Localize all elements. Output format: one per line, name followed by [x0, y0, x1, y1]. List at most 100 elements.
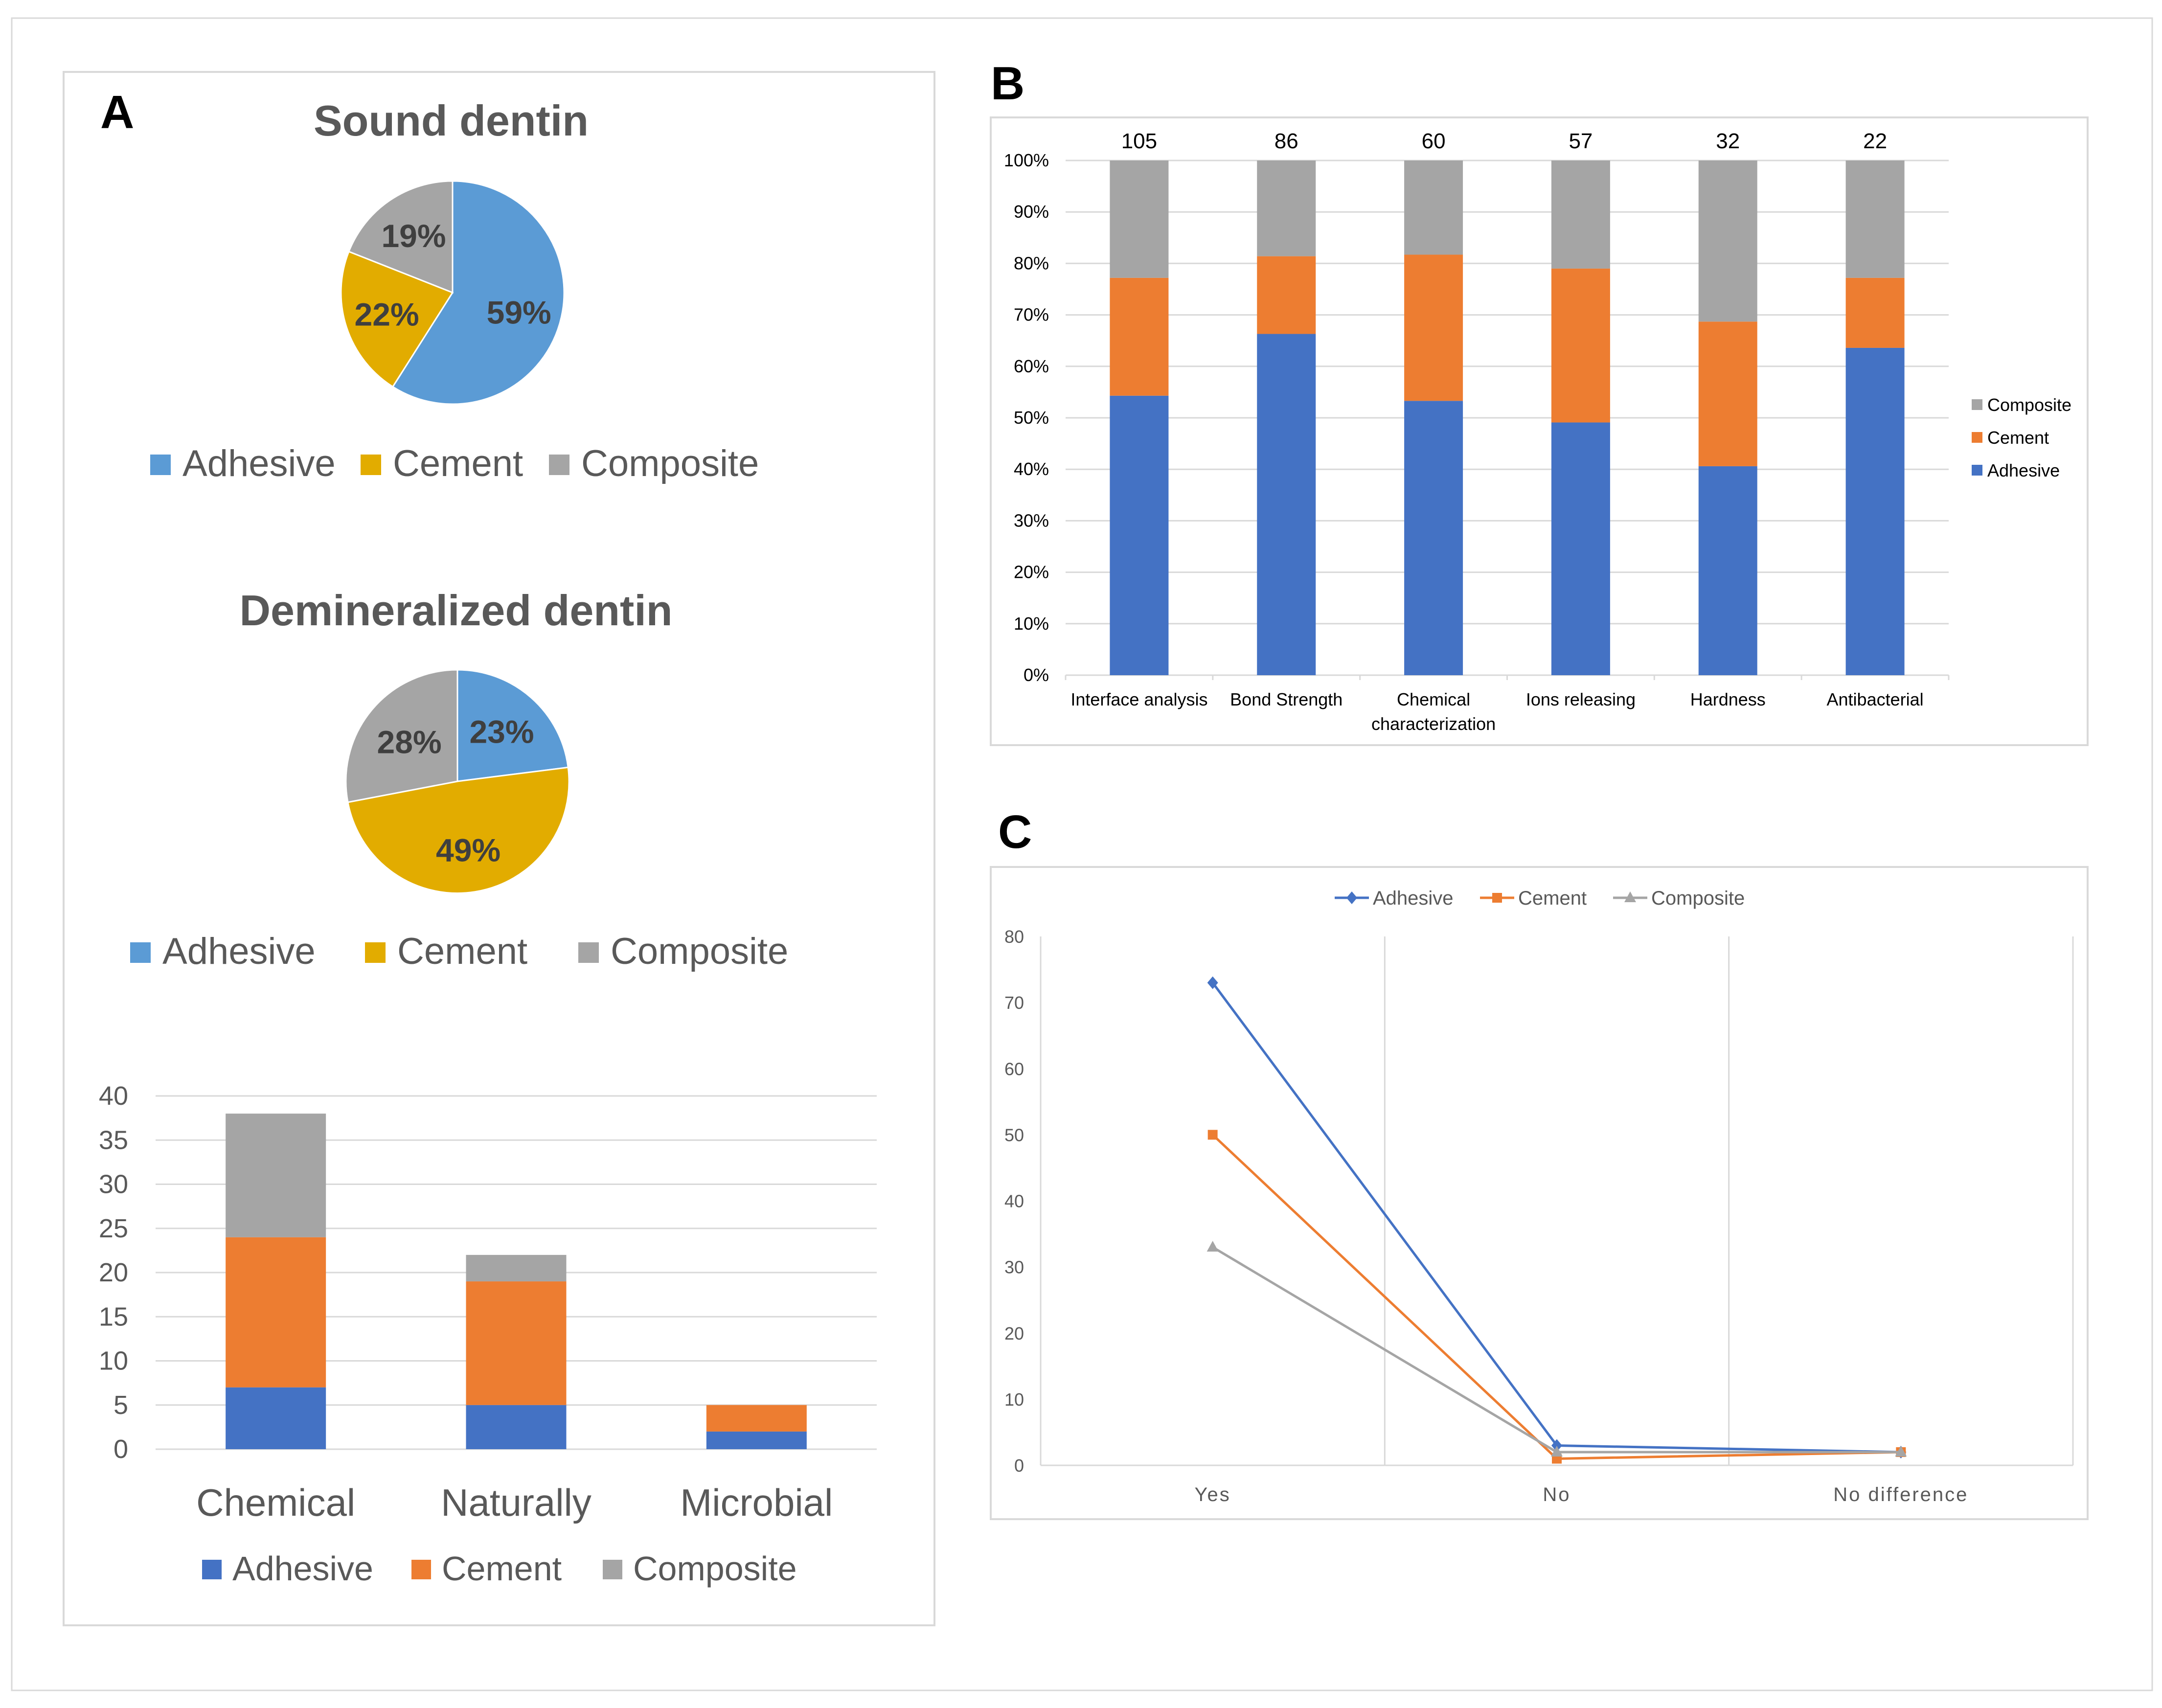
- pie-value-label-cement: 22%: [355, 296, 419, 333]
- legend-swatch-cement: [411, 1560, 431, 1579]
- legend-label-cement: Cement: [442, 1549, 562, 1588]
- legend-label-adhesive: Adhesive: [232, 1549, 373, 1588]
- legend-marker-cement: [1492, 893, 1502, 903]
- demineralized-dentin-chart: Demineralized dentin 23% 49% 28% Adhesive C…: [130, 586, 788, 972]
- sound-dentin-legend: Adhesive Cement Composite: [150, 443, 759, 484]
- legend-label-composite: Composite: [1987, 395, 2071, 415]
- y-tick-label: 60: [1004, 1059, 1024, 1079]
- total-label: 105: [1121, 129, 1157, 153]
- pie-slice-cement: [347, 766, 570, 894]
- bar-segment-cement-ions-releasing: [1551, 268, 1610, 423]
- pie-value-label-cement: 49%: [436, 832, 501, 868]
- panel-a: A Sound dentin 59% 22% 19% Adhesive Cement C…: [63, 71, 935, 1626]
- bar-segment-composite-ions-releasing: [1551, 160, 1610, 269]
- legend-label-composite: Composite: [581, 443, 759, 484]
- panel-b-frame: [990, 116, 2089, 746]
- demineralized-dentin-title: Demineralized dentin: [239, 586, 672, 635]
- y-tick-label: 20: [99, 1258, 128, 1287]
- legend-swatch-cement: [365, 942, 386, 963]
- pie-slice-adhesive: [391, 180, 565, 405]
- y-tick-label: 20: [1004, 1323, 1024, 1344]
- bar-segment-composite-naturally: [466, 1254, 567, 1282]
- legend-swatch-cement: [1972, 432, 1982, 443]
- bar-segment-composite-interface-analysis: [1110, 160, 1169, 278]
- y-tick-label: 25: [99, 1214, 128, 1243]
- point-composite-no-difference: [1895, 1445, 1907, 1457]
- outcome-lines-plot: 0 10 20 30 40 50 60 70 80 Yes No No difference: [1004, 927, 2074, 1505]
- analysis-types-plot: 0% 10% 20% 30% 40% 50% 60% 70% 80% 90% 100% 105 Inte…: [1004, 129, 1950, 734]
- legend-label-adhesive: Adhesive: [182, 443, 336, 484]
- y-tick-label: 80%: [1014, 253, 1049, 273]
- demineralization-methods-chart: 0 5 10 15 20 25 30 35 40 Chemical Naturally Microbi…: [99, 1081, 877, 1588]
- bar-segment-cement-naturally: [466, 1281, 567, 1405]
- y-tick-label: 40%: [1014, 459, 1049, 479]
- y-tick-label: 80: [1004, 927, 1024, 947]
- y-tick-label: 30: [99, 1170, 128, 1199]
- point-adhesive-yes: [1207, 976, 1218, 989]
- bar-segment-composite-chemical: [226, 1114, 326, 1237]
- legend-label-cement: Cement: [397, 931, 527, 972]
- point-composite-yes: [1206, 1241, 1219, 1252]
- legend-swatch-adhesive: [202, 1560, 222, 1579]
- panel-c-label: C: [998, 806, 1032, 858]
- x-category-label: Chemical: [196, 1481, 355, 1524]
- bar-segment-composite-hardness: [1698, 160, 1757, 322]
- bar-segment-adhesive-bond-strength: [1257, 334, 1316, 675]
- demineralization-methods-plot: 0 5 10 15 20 25 30 35 40 Chemical Naturally Microbi…: [99, 1081, 877, 1524]
- legend-label-adhesive: Adhesive: [1373, 888, 1454, 909]
- bar-segment-composite-antibacterial: [1845, 160, 1905, 278]
- legend-swatch-cement: [361, 455, 381, 475]
- x-category-label: Ions releasing: [1526, 689, 1636, 709]
- legend-label-composite: Composite: [611, 931, 788, 972]
- legend-label-cement: Cement: [393, 443, 523, 484]
- point-composite-no: [1551, 1445, 1563, 1457]
- sound-dentin-pie: 59% 22% 19%: [340, 180, 565, 405]
- y-tick-label: 70%: [1014, 305, 1049, 325]
- bar-segment-adhesive-antibacterial: [1845, 347, 1905, 675]
- analysis-types-legend: Composite Cement Adhesive: [1972, 395, 2071, 480]
- total-label: 22: [1863, 129, 1887, 153]
- bar-segment-cement-bond-strength: [1257, 256, 1316, 334]
- y-tick-label: 90%: [1014, 202, 1049, 222]
- y-tick-label: 15: [99, 1302, 128, 1331]
- bar-segment-cement-microbial: [706, 1405, 807, 1432]
- y-tick-label: 20%: [1014, 562, 1049, 582]
- legend-marker-adhesive: [1346, 891, 1357, 904]
- sound-dentin-title: Sound dentin: [314, 96, 589, 145]
- y-tick-label: 10%: [1014, 614, 1049, 634]
- x-category-label: No: [1543, 1484, 1570, 1505]
- legend-label-adhesive: Adhesive: [1987, 460, 2060, 480]
- total-label: 57: [1569, 129, 1593, 153]
- y-tick-label: 40: [99, 1081, 128, 1111]
- bar-segment-adhesive-naturally: [466, 1405, 567, 1449]
- panel-c: C 0 10 20 30 40 50 60 70 80 Yes No No difference Ad…: [990, 806, 2089, 1520]
- legend-swatch-composite: [603, 1560, 622, 1579]
- pie-value-label-adhesive: 59%: [487, 294, 551, 330]
- legend-label-composite: Composite: [633, 1549, 797, 1588]
- y-tick-label: 60%: [1014, 356, 1049, 376]
- y-tick-label: 10: [1004, 1389, 1024, 1410]
- bar-segment-adhesive-chemical: [226, 1387, 326, 1449]
- x-category-label: Yes: [1195, 1484, 1231, 1505]
- x-category-label: Interface analysis: [1070, 689, 1207, 709]
- pie-value-label-composite: 19%: [381, 218, 446, 254]
- bar-segment-cement-interface-analysis: [1110, 277, 1169, 396]
- demineralization-methods-legend: Adhesive Cement Composite: [202, 1549, 797, 1588]
- x-category-label: No difference: [1833, 1484, 1968, 1505]
- panel-a-label: A: [100, 86, 134, 138]
- y-tick-label: 50%: [1014, 408, 1049, 428]
- pie-slice-adhesive: [456, 669, 569, 782]
- legend-swatch-adhesive: [1972, 465, 1982, 476]
- bar-segment-adhesive-interface-analysis: [1110, 395, 1169, 675]
- bar-segment-cement-chemical-characterization: [1404, 254, 1463, 401]
- y-tick-label: 0%: [1024, 665, 1049, 685]
- figure-frame: [11, 17, 2153, 1691]
- bar-segment-cement-antibacterial: [1845, 277, 1905, 348]
- panel-b-label: B: [991, 57, 1024, 110]
- panel-b: B 0% 10% 20% 30% 40% 50% 60% 70% 80% 90% 100% 105 In…: [990, 57, 2089, 746]
- x-category-label: Hardness: [1690, 689, 1766, 709]
- bar-segment-adhesive-microbial: [706, 1431, 807, 1449]
- demineralized-dentin-legend: Adhesive Cement Composite: [130, 931, 788, 972]
- y-tick-label: 100%: [1004, 150, 1049, 170]
